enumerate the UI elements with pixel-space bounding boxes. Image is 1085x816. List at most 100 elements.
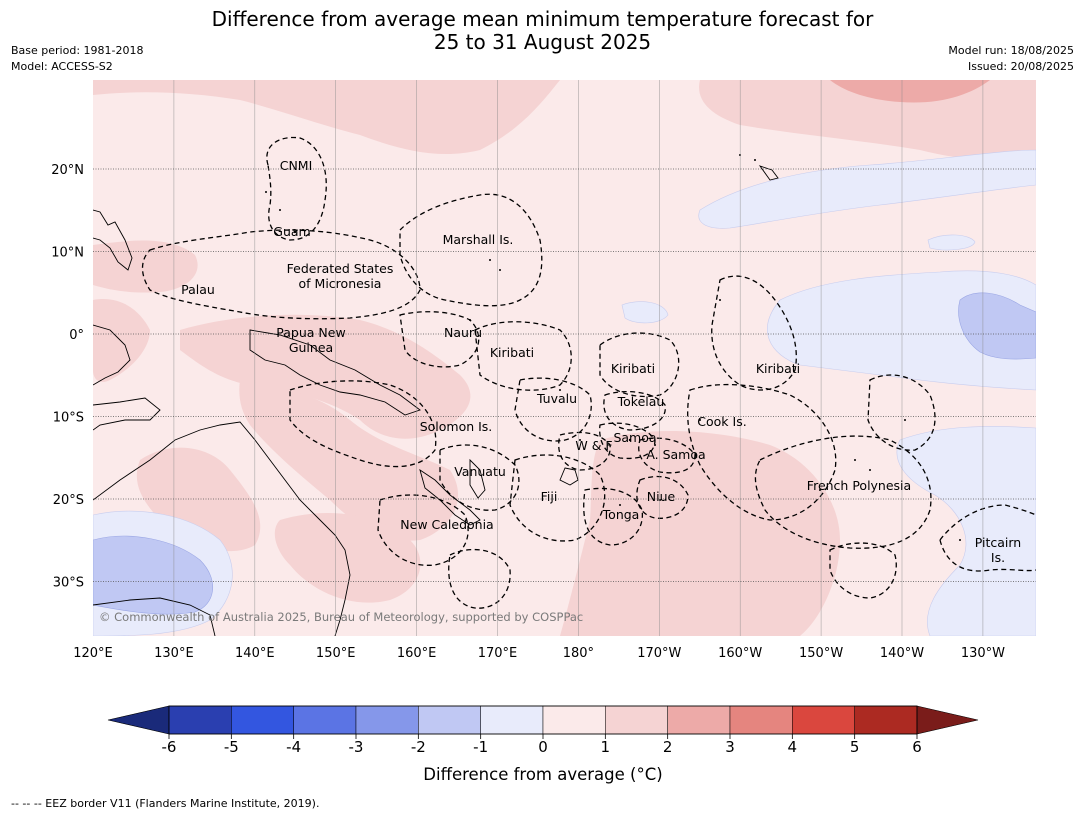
label-tokelau: Tokelau	[617, 394, 665, 409]
x-tick-label: 150°W	[799, 646, 843, 661]
eez-niue	[636, 475, 689, 519]
eez-cook	[687, 383, 837, 521]
colorbar-tick-label: 5	[850, 738, 860, 756]
colorbar-segment	[605, 705, 668, 735]
colorbar-tick-label: -1	[473, 738, 488, 756]
region-labels: CNMI Guam Marshall Is. Federated States …	[181, 158, 1021, 565]
copyright-notice: © Commonwealth of Australia 2025, Bureau…	[99, 610, 583, 624]
warm-area-png	[180, 314, 471, 439]
colorbar-segment	[231, 705, 294, 735]
label-kiribati-central: Kiribati	[611, 361, 655, 376]
label-guam: Guam	[273, 224, 310, 239]
y-tick-label: 10°N	[51, 246, 84, 261]
meta-left: Base period: 1981-2018 Model: ACCESS-S2	[11, 43, 143, 75]
eez-norfolk	[448, 548, 511, 609]
model-run: Model run: 18/08/2025	[948, 44, 1074, 57]
colorbar-segment	[729, 705, 793, 735]
vanuatu-coast	[469, 458, 486, 499]
label-french-polynesia: French Polynesia	[807, 478, 911, 493]
australia-coast	[93, 421, 351, 636]
colorbar-segment	[542, 705, 606, 735]
issued-date: Issued: 20/08/2025	[967, 60, 1074, 73]
sulawesi-coast	[93, 324, 131, 386]
colorbar-tick-label: 4	[788, 738, 798, 756]
colorbar-tick-label: -6	[162, 738, 177, 756]
eez-vanuatu	[439, 444, 520, 511]
cooler-area-east	[958, 292, 1036, 360]
title-line-1: Difference from average mean minimum tem…	[211, 7, 874, 31]
label-solomon-islands: Solomon Is.	[420, 419, 493, 434]
eez-borders	[141, 136, 1036, 609]
label-pitcairn-line-2: Is.	[991, 550, 1005, 565]
nusa-tenggara-coast	[93, 397, 161, 431]
fiji-coast	[559, 467, 579, 486]
y-tick-label: 30°S	[53, 576, 84, 591]
warm-area-philippines	[93, 299, 150, 382]
label-fiji: Fiji	[541, 489, 558, 504]
colorbar-segment	[480, 705, 544, 735]
colorbar-segment	[792, 705, 855, 735]
cool-area-southeast	[896, 426, 1036, 636]
cool-area-hawaii	[698, 149, 1036, 229]
colorbar-extend-low	[107, 705, 170, 735]
label-cook-islands: Cook Is.	[697, 414, 746, 429]
label-vanuatu: Vanuatu	[454, 464, 506, 479]
label-american-samoa: A. Samoa	[646, 447, 705, 462]
x-tick-label: 130°E	[154, 646, 194, 661]
x-tick-label: 140°W	[880, 646, 924, 661]
colorbar-tick-label: -5	[224, 738, 239, 756]
chart-title: Difference from average mean minimum tem…	[0, 8, 1085, 54]
colorbar-tick-label: 3	[725, 738, 735, 756]
eez-pitcairn	[939, 504, 1036, 572]
coastlines	[93, 165, 779, 636]
colorbar-segment	[667, 705, 731, 735]
colorbar-segment	[168, 705, 232, 735]
x-tick-label: 160°E	[397, 646, 437, 661]
eez-kiribati-east	[711, 275, 797, 391]
eez-austral	[829, 542, 897, 599]
eez-marshall	[399, 193, 543, 307]
cool-patch-2	[621, 301, 669, 324]
label-pitcairn-line-1: Pitcairn	[975, 535, 1021, 550]
x-tick-label: 150°E	[316, 646, 356, 661]
eez-cnmi	[266, 136, 327, 241]
y-tick-label: 20°N	[51, 163, 84, 178]
eez-american-samoa	[638, 437, 696, 474]
philippines-coast	[93, 209, 133, 271]
warm-area-south-pacific	[560, 430, 840, 636]
label-tuvalu: Tuvalu	[536, 391, 577, 406]
y-tick-label: 0°	[69, 328, 84, 343]
warm-area-north	[93, 80, 560, 155]
gridlines	[93, 80, 1036, 636]
label-cnmi: CNMI	[280, 158, 313, 173]
eez-legend-note: -- -- -- EEZ border V11 (Flanders Marine…	[11, 797, 320, 810]
warm-area-northeast	[699, 80, 1036, 160]
label-fsm-line-1: Federated States	[287, 261, 394, 276]
colorbar-tick-label: -4	[286, 738, 301, 756]
colorbar-segment	[418, 705, 481, 735]
australia-south-coast	[93, 597, 216, 636]
label-kiribati-west: Kiribati	[490, 345, 534, 360]
eez-tuvalu	[514, 377, 592, 442]
eez-fiji	[509, 454, 606, 542]
meta-right: Model run: 18/08/2025 Issued: 20/08/2025	[948, 43, 1074, 75]
colorbar-extend-high	[916, 705, 979, 735]
x-axis-labels: 120°E 130°E 140°E 150°E 160°E 170°E 180° 170°W 1…	[73, 646, 1005, 661]
cooler-area-southwest	[93, 535, 214, 615]
cool-patch	[927, 234, 976, 251]
label-new-caledonia: New Caledonia	[400, 517, 493, 532]
x-tick-label: 180°	[563, 646, 594, 661]
label-png-line-1: Papua New	[276, 325, 345, 340]
colorbar: -6 -5 -4 -3 -2 -1 0 1 2 3 4 5 6 Difference from aver…	[107, 705, 979, 784]
y-tick-label: 20°S	[53, 493, 84, 508]
eez-french-polynesia	[754, 435, 932, 549]
warm-area-palau	[93, 240, 198, 293]
colorbar-segment	[355, 705, 419, 735]
eez-fsm	[141, 229, 421, 320]
x-tick-label: 170°W	[637, 646, 681, 661]
warm-area-tasman	[274, 512, 421, 603]
y-axis-labels: 20°N 10°N 0° 10°S 20°S 30°S	[51, 163, 84, 591]
x-tick-label: 130°W	[961, 646, 1005, 661]
label-nauru: Nauru	[444, 325, 482, 340]
